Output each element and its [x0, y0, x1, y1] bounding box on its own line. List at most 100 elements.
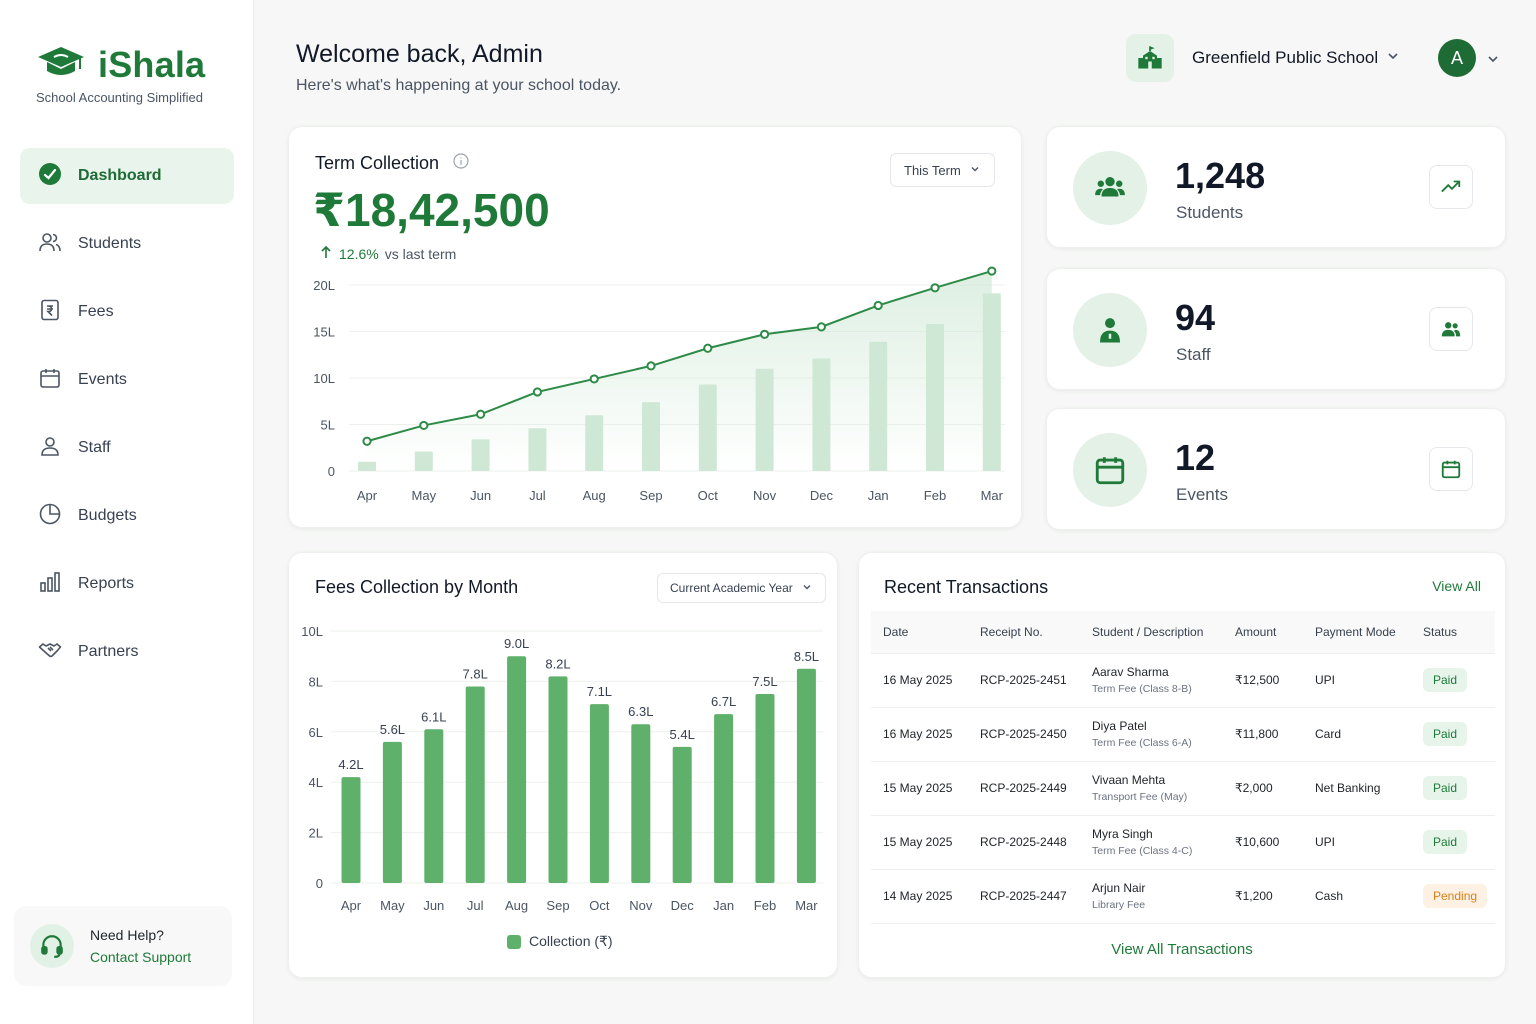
sidebar-item-label: Dashboard — [78, 167, 162, 184]
sidebar-item-label: Fees — [78, 303, 114, 320]
sidebar-item-dashboard[interactable]: Dashboard — [20, 148, 234, 204]
staff-person-icon — [1073, 293, 1147, 367]
stat-value: 12 — [1175, 437, 1216, 478]
data-label: 5.6L — [380, 722, 405, 737]
table-row[interactable]: 16 May 2025 RCP-2025-2450 Diya Patel Term… — [871, 706, 1495, 761]
school-selector[interactable]: Greenfield Public School — [1192, 48, 1400, 68]
x-tick-label: Mar — [795, 898, 818, 913]
y-tick-label: 2L — [309, 826, 323, 841]
x-tick-label: Sep — [546, 898, 569, 913]
x-tick-label: Jun — [470, 488, 491, 503]
tx-student-cell: Aarav Sharma Term Fee (Class 8-B) — [1080, 652, 1223, 707]
bar — [585, 415, 604, 471]
data-point — [589, 374, 599, 384]
users-icon[interactable] — [1429, 307, 1473, 351]
brand[interactable]: iShala School Accounting Simplified — [36, 44, 205, 105]
graduation-cap-logo-icon — [36, 45, 86, 86]
bar — [341, 777, 361, 883]
stat-label: Events — [1176, 485, 1228, 504]
tx-receipt-link[interactable]: RCP-2025-2449 — [968, 760, 1080, 815]
sidebar-item-budgets[interactable]: Budgets — [20, 488, 234, 544]
table-row[interactable]: 15 May 2025 RCP-2025-2448 Myra Singh Term… — [871, 814, 1495, 869]
bar — [796, 668, 816, 883]
bar — [548, 676, 568, 883]
staff-stat-card[interactable]: 94 Staff — [1046, 268, 1506, 390]
tx-student-cell: Vivaan Mehta Transport Fee (May) — [1080, 760, 1223, 815]
x-tick-label: Apr — [357, 488, 378, 503]
status-badge: Paid — [1423, 668, 1468, 692]
status-badge: Paid — [1423, 830, 1468, 854]
bar — [672, 746, 692, 883]
stat-value: 94 — [1175, 297, 1216, 338]
tx-receipt-link[interactable]: RCP-2025-2450 — [968, 706, 1080, 761]
tx-amount: ₹12,500 — [1223, 652, 1303, 707]
table-row[interactable]: 14 May 2025 RCP-2025-2447 Arjun Nair Libr… — [871, 868, 1495, 924]
tx-receipt-link[interactable]: RCP-2025-2447 — [968, 868, 1080, 924]
sidebar-item-reports[interactable]: Reports — [20, 556, 234, 612]
tx-receipt-link[interactable]: RCP-2025-2451 — [968, 652, 1080, 707]
avatar[interactable]: A — [1438, 39, 1476, 77]
sidebar-nav: Dashboard Students Fees Events Staff Bud… — [20, 148, 234, 692]
view-all-link[interactable]: View All — [1432, 578, 1481, 594]
contact-support-link[interactable]: Contact Support — [90, 949, 192, 965]
chevron-down-icon — [1386, 48, 1400, 68]
bar — [812, 358, 831, 471]
data-point — [987, 266, 997, 276]
sidebar-item-partners[interactable]: Partners — [20, 624, 234, 680]
tx-receipt-link[interactable]: RCP-2025-2448 — [968, 814, 1080, 869]
x-tick-label: Oct — [698, 488, 719, 503]
info-icon[interactable] — [453, 153, 469, 174]
term-period-dropdown[interactable]: This Term — [890, 153, 995, 187]
sidebar-item-students[interactable]: Students — [20, 216, 234, 272]
card-title: Recent Transactions — [884, 577, 1049, 597]
tx-amount: ₹1,200 — [1223, 868, 1303, 924]
sidebar-item-events[interactable]: Events — [20, 352, 234, 408]
y-tick-label: 0 — [316, 876, 323, 891]
brand-name: iShala — [98, 44, 206, 85]
bar — [528, 428, 547, 471]
trending-up-icon[interactable] — [1429, 165, 1473, 209]
x-tick-label: Oct — [589, 898, 610, 913]
status-badge: Paid — [1423, 722, 1468, 746]
bar — [755, 368, 774, 471]
x-tick-label: May — [380, 898, 405, 913]
welcome-header: Welcome back, Admin Here's what's happen… — [296, 40, 621, 95]
transactions-table: Date Receipt No. Student / Description A… — [871, 611, 1495, 924]
data-point — [703, 343, 713, 353]
tx-amount: ₹2,000 — [1223, 760, 1303, 815]
stat-value: 1,248 — [1175, 155, 1266, 196]
status-badge: Pending — [1423, 884, 1488, 908]
term-collection-card: Term Collection This Term ₹18,42,500 12.… — [288, 126, 1022, 528]
dropdown-value: This Term — [904, 162, 961, 178]
tx-mode: Net Banking — [1303, 760, 1411, 815]
bar — [471, 439, 490, 471]
tx-date: 15 May 2025 — [871, 814, 968, 869]
bar — [507, 656, 527, 883]
bar — [698, 384, 717, 471]
events-stat-card[interactable]: 12 Events — [1046, 408, 1506, 530]
calendar-icon[interactable] — [1429, 447, 1473, 491]
sidebar-item-staff[interactable]: Staff — [20, 420, 234, 476]
stat-label: Staff — [1176, 345, 1211, 364]
tx-student-cell: Myra Singh Term Fee (Class 4-C) — [1080, 814, 1223, 869]
tx-date: 16 May 2025 — [871, 652, 968, 707]
recent-transactions-card: Recent Transactions View All Date Receip… — [858, 552, 1506, 978]
handshake-icon — [38, 638, 62, 667]
x-tick-label: Feb — [924, 488, 946, 503]
tx-student: Diya Patel — [1092, 719, 1147, 733]
sidebar-item-fees[interactable]: Fees — [20, 284, 234, 340]
bar — [982, 293, 1001, 471]
data-point — [362, 436, 372, 446]
chart-legend: Collection (₹) — [507, 933, 613, 950]
table-row[interactable]: 16 May 2025 RCP-2025-2451 Aarav Sharma Te… — [871, 652, 1495, 707]
view-all-transactions-link[interactable]: View All Transactions — [1111, 941, 1253, 958]
chevron-down-icon[interactable] — [1486, 52, 1500, 71]
data-label: 8.2L — [545, 656, 570, 671]
data-label: 8.5L — [794, 649, 819, 664]
tx-amount: ₹11,800 — [1223, 706, 1303, 761]
table-row[interactable]: 15 May 2025 RCP-2025-2449 Vivaan Mehta Tr… — [871, 760, 1495, 815]
students-stat-card[interactable]: 1,248 Students — [1046, 126, 1506, 248]
academic-year-dropdown[interactable]: Current Academic Year — [657, 573, 826, 603]
data-label: 5.4L — [670, 727, 695, 742]
tx-date: 16 May 2025 — [871, 706, 968, 761]
